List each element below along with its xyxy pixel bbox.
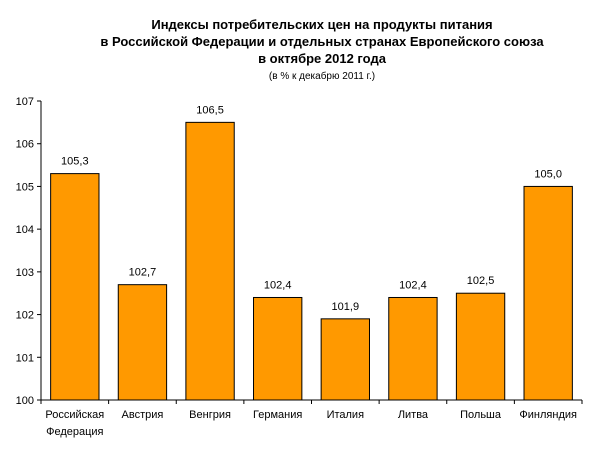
title-line-2: в Российской Федерации и отдельных стран… — [100, 34, 544, 49]
y-tick-label: 101 — [16, 352, 34, 364]
y-tick-label: 107 — [16, 96, 34, 108]
y-tick-label: 100 — [16, 395, 34, 407]
data-label: 102,4 — [264, 279, 292, 291]
y-tick-label: 103 — [16, 267, 34, 279]
bars — [50, 121, 573, 401]
bar — [253, 296, 303, 401]
title-line-3: в октябре 2012 года — [258, 51, 387, 66]
chart-title: Индексы потребительских цен на продукты … — [100, 17, 544, 82]
bar — [455, 292, 506, 401]
bar — [388, 296, 438, 401]
y-tick-label: 106 — [16, 139, 34, 151]
x-tick-label: Российская — [45, 409, 104, 421]
data-label: 105,3 — [61, 156, 89, 168]
bar — [50, 173, 100, 401]
data-label: 102,5 — [467, 275, 495, 287]
x-tick-label: Венгрия — [189, 409, 231, 421]
bar — [523, 185, 573, 401]
x-tick-label: Финляндия — [519, 409, 577, 421]
x-tick-label: Австрия — [122, 409, 164, 421]
title-line-1: Индексы потребительских цен на продукты … — [151, 17, 492, 32]
bar — [320, 318, 370, 401]
x-tick-label: Германия — [253, 409, 302, 421]
x-tick-label: Литва — [398, 409, 429, 421]
chart-subtitle: (в % к декабрю 2011 г.) — [269, 70, 375, 82]
bar — [185, 121, 235, 401]
bar — [117, 284, 168, 401]
data-label: 105,0 — [534, 168, 562, 180]
y-tick-label: 104 — [16, 224, 34, 236]
x-tick-label: Польша — [460, 409, 502, 421]
data-label: 101,9 — [332, 301, 360, 313]
x-tick-label: Федерация — [46, 426, 103, 438]
data-labels: 105,3 102,7 106,5 102,4 101,9 102,4 102,5 105,0 — [61, 104, 562, 312]
data-label: 102,4 — [399, 279, 427, 291]
data-label: 106,5 — [196, 104, 224, 116]
x-tick-label: Италия — [327, 409, 365, 421]
data-label: 102,7 — [129, 267, 157, 279]
y-tick-label: 105 — [16, 181, 34, 193]
y-tick-label: 102 — [16, 310, 34, 322]
axes: 100 101 102 103 104 105 106 107 Российская Федера… — [16, 96, 583, 438]
